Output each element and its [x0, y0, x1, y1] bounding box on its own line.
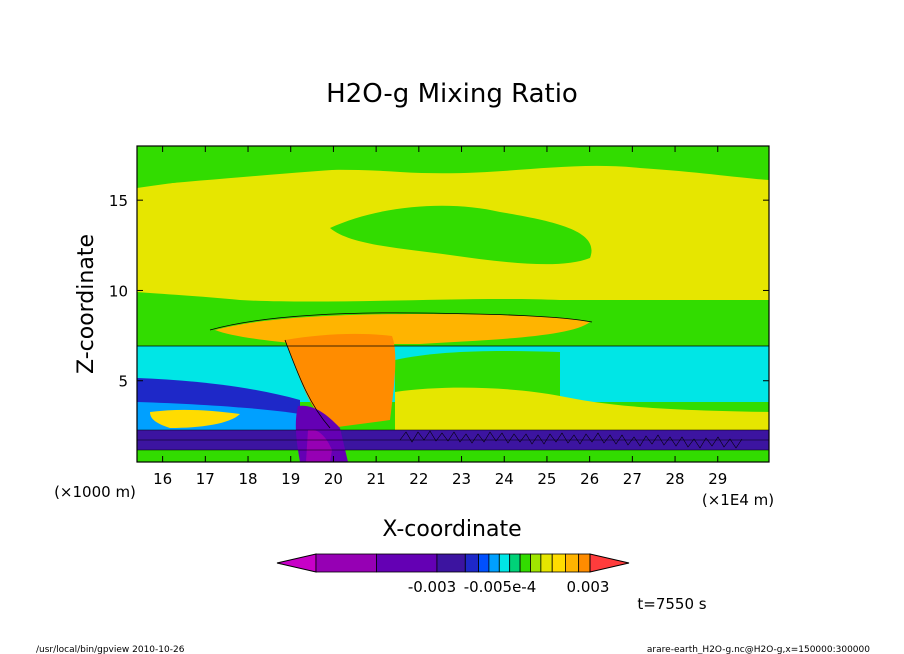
colorbar-segment — [488, 553, 500, 573]
colorbar-end-left — [276, 553, 317, 573]
colorbar-segment — [464, 553, 479, 573]
footer-left: /usr/local/bin/gpview 2010-10-26 — [36, 645, 185, 654]
field-region-base-green — [137, 450, 769, 462]
colorbar-segment — [565, 553, 580, 573]
x-unit-left-label: (×1000 m) — [54, 483, 136, 501]
x-tick-label: 24 — [495, 470, 514, 488]
contour-line — [284, 339, 331, 429]
x-tick-label: 18 — [238, 470, 257, 488]
colorbar — [276, 553, 630, 573]
colorbar-labels: -0.003 -0.005e-4 0.003 — [408, 578, 610, 596]
x-tick-label: 19 — [281, 470, 300, 488]
colorbar-segment — [551, 553, 566, 573]
field-region-noise — [399, 430, 743, 449]
x-tick-label: 23 — [452, 470, 471, 488]
footer-right: arare-earth_H2O-g.nc@H2O-g,x=150000:3000… — [647, 645, 870, 654]
colorbar-tick-label: -0.003 — [408, 578, 456, 596]
x-axis: 16 17 18 19 20 21 22 23 24 25 26 27 28 29 — [153, 146, 727, 488]
x-tick-label: 26 — [580, 470, 599, 488]
colorbar-tick-label: -0.005e-4 — [464, 578, 537, 596]
field-region-yellow-lower — [395, 387, 769, 430]
time-annotation: t=7550 s — [637, 595, 706, 613]
x-axis-label: X-coordinate — [382, 517, 521, 542]
colorbar-segment — [509, 553, 521, 573]
colorbar-segment — [478, 553, 490, 573]
x-tick-label: 29 — [708, 470, 727, 488]
field-region-green-a — [330, 205, 592, 265]
x-tick-label: 22 — [409, 470, 428, 488]
x-tick-label: 20 — [324, 470, 343, 488]
colorbar-segment — [519, 553, 531, 573]
plot-frame — [136, 145, 770, 463]
x-tick-label: 27 — [623, 470, 642, 488]
field-region-yellow-left — [150, 409, 240, 428]
contour-line — [209, 312, 593, 331]
field-region-magenta — [306, 429, 332, 462]
x-tick-label: 28 — [666, 470, 685, 488]
x-tick-label: 21 — [367, 470, 386, 488]
x-tick-label: 17 — [196, 470, 215, 488]
colorbar-segment — [530, 553, 542, 573]
y-tick-label: 10 — [109, 282, 128, 300]
x-tick-label: 25 — [537, 470, 556, 488]
contour-field — [137, 146, 769, 462]
colorbar-segment — [540, 553, 553, 573]
y-tick-label: 5 — [118, 373, 128, 391]
y-tick-label: 15 — [109, 192, 128, 210]
colorbar-segment — [376, 553, 438, 573]
contour-line — [137, 429, 769, 451]
chart-title: H2O-g Mixing Ratio — [326, 79, 578, 109]
colorbar-tick-label: 0.003 — [567, 578, 610, 596]
x-unit-right-label: (×1E4 m) — [702, 491, 774, 509]
y-axis-label: Z-coordinate — [74, 234, 99, 374]
field-region-green-b — [137, 146, 769, 186]
y-axis: 5 10 15 — [109, 192, 769, 391]
field-region-orange-light — [215, 314, 590, 344]
x-tick-label: 16 — [153, 470, 172, 488]
colorbar-segment — [578, 553, 591, 573]
field-region-plume — [285, 333, 396, 428]
colorbar-segment — [315, 553, 377, 573]
colorbar-segment — [436, 553, 466, 573]
colorbar-end-right — [589, 553, 630, 573]
colorbar-segment — [498, 553, 511, 573]
